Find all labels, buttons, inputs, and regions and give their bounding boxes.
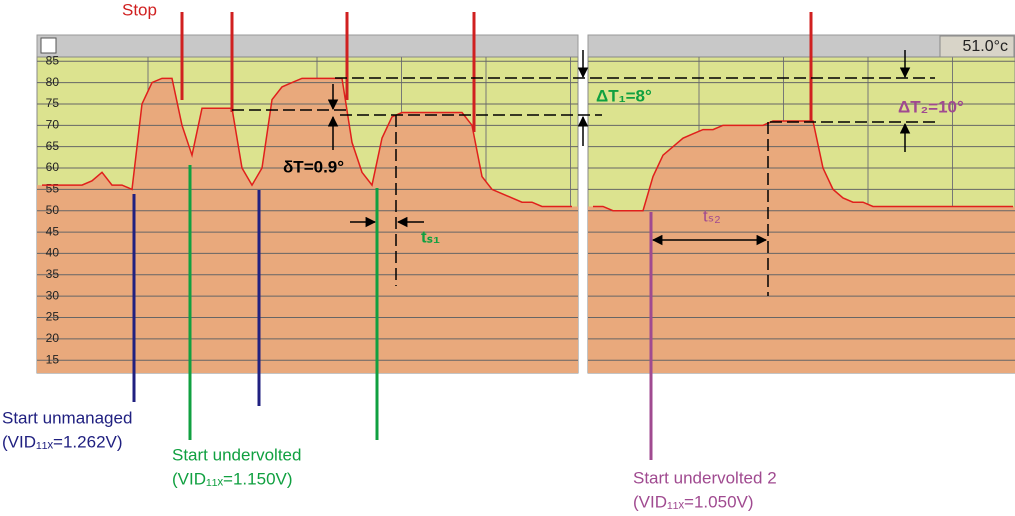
y-tick-label: 75	[46, 96, 60, 110]
y-tick-label: 65	[46, 139, 60, 153]
ts2-label: tₛ₂	[703, 206, 721, 225]
vid-label: (VID₁₁ₓ=1.050V)	[633, 492, 754, 511]
plots: 15 20 25 30 35 40 45 50 55 60 65 70 75 80 85	[36, 34, 1015, 374]
readout-box	[939, 35, 1015, 58]
guides	[232, 77, 940, 296]
start-label: Start unmanaged	[2, 408, 132, 427]
y-tick-label: 70	[46, 117, 60, 131]
line	[593, 120, 1013, 212]
vid-label: (VID₁₁ₓ=1.262V)	[2, 432, 123, 451]
top-bar	[36, 34, 579, 58]
line	[42, 77, 572, 208]
arrows	[327, 50, 911, 246]
start-label: Start undervolted	[172, 445, 301, 464]
icon	[40, 37, 57, 54]
y-tick-label: 40	[46, 246, 60, 260]
area	[37, 78, 578, 373]
y-tick-label: 15	[46, 352, 60, 366]
y-tick-label: 55	[46, 182, 60, 196]
y-tick-label: 85	[46, 53, 60, 67]
readout: 51.0°c	[962, 38, 1008, 55]
delta-t2-label: ΔT₂=10°	[898, 97, 964, 116]
y-tick-label: 35	[46, 267, 60, 281]
y-tick-label: 45	[46, 224, 60, 238]
vid-label: (VID₁₁ₓ=1.150V)	[172, 469, 293, 488]
stop-label: Stop	[122, 0, 157, 19]
y-tick-label: 50	[46, 203, 60, 217]
small-delta-label: δT=0.9°	[283, 157, 344, 176]
delta-t1-label: ΔT₁=8°	[596, 86, 652, 105]
start-label: Start undervolted 2	[633, 468, 777, 487]
area	[588, 121, 1015, 374]
y-tick-label: 60	[46, 160, 60, 174]
ts1-label: tₛ₁	[421, 227, 440, 246]
y-tick-label: 25	[46, 310, 60, 324]
y-tick-label: 20	[46, 331, 60, 345]
event-lines	[132, 12, 813, 460]
y-tick-label: 30	[46, 288, 60, 302]
y-tick-label: 80	[46, 75, 60, 89]
